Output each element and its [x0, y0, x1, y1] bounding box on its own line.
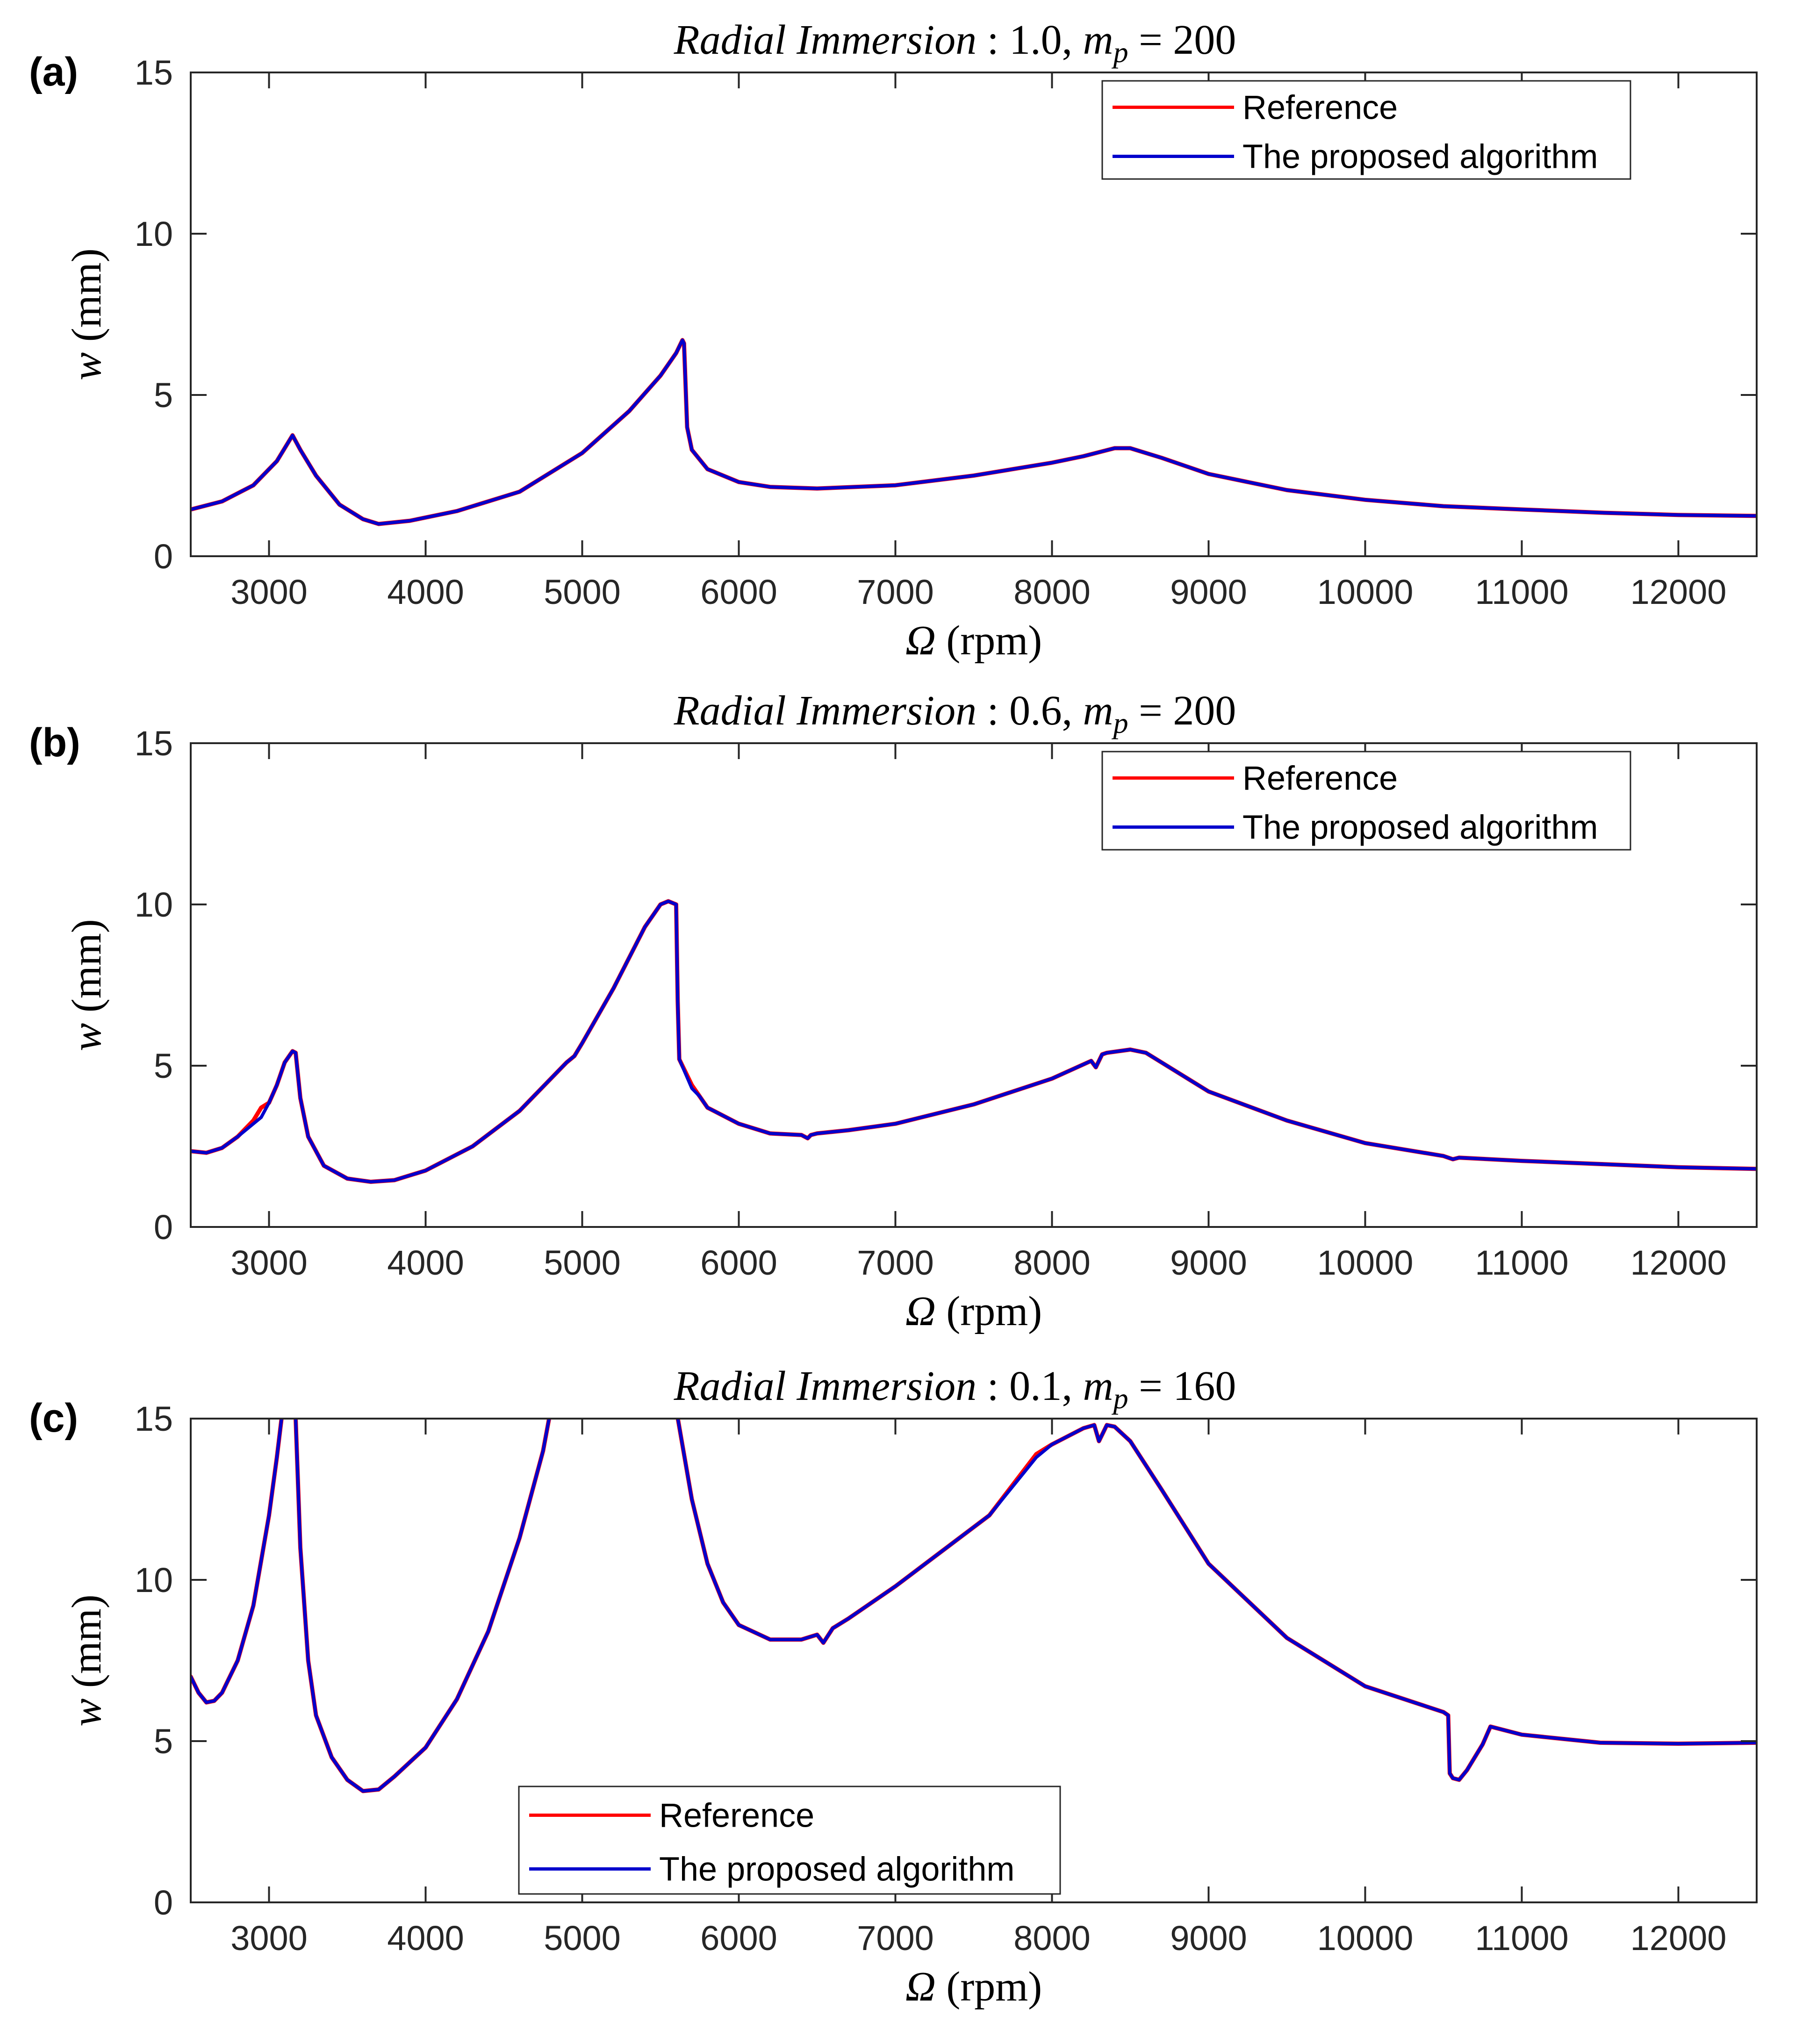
series-line-proposed: [191, 1419, 1757, 1793]
x-axis-label: Ω (rpm): [905, 1288, 1042, 1334]
chart-panel-1: 3000 4000 5000 6000 7000 8000 9000 10000 11000 12…: [29, 17, 1758, 664]
x-tick-label: 11000: [1475, 1243, 1568, 1282]
x-tick-label: 3000: [230, 573, 308, 611]
series-line-reference: [191, 338, 1757, 526]
series-line-reference: [191, 899, 1757, 1184]
legend-label: The proposed algorithm: [1242, 138, 1598, 176]
y-tick-label: 15: [135, 53, 173, 92]
panel-label: (a): [29, 50, 78, 94]
x-tick-label: 11000: [1475, 1919, 1568, 1958]
chart-title: Radial Immersion : 1.0, mp = 200: [674, 17, 1236, 69]
x-tick-label: 5000: [544, 1919, 621, 1958]
panel-label: (c): [29, 1396, 78, 1441]
y-tick-label: 10: [135, 215, 173, 253]
x-tick-label: 12000: [1630, 573, 1727, 611]
x-tick-label: 9000: [1170, 1919, 1247, 1958]
x-tick-label: 10000: [1317, 573, 1414, 611]
panel-label: (b): [29, 720, 80, 765]
x-tick-label: 3000: [230, 1243, 308, 1282]
x-tick-label: 10000: [1317, 1243, 1414, 1282]
y-tick-label: 5: [154, 376, 173, 415]
legend-box: [1101, 751, 1631, 851]
legend-label: The proposed algorithm: [659, 1851, 1014, 1888]
x-axis-label: Ω (rpm): [905, 617, 1042, 664]
y-tick-label: 5: [154, 1047, 173, 1085]
x-tick-label: 4000: [387, 573, 464, 611]
x-tick-label: 3000: [230, 1919, 308, 1958]
x-tick-label: 5000: [544, 1243, 621, 1282]
chart-title: Radial Immersion : 0.1, mp = 160: [674, 1363, 1236, 1415]
x-tick-label: 12000: [1630, 1919, 1727, 1958]
x-tick-label: 8000: [1013, 1243, 1091, 1282]
x-tick-label: 6000: [700, 1919, 777, 1958]
y-tick-label: 15: [135, 724, 173, 763]
series-line-proposed: [191, 338, 1757, 526]
x-tick-label: 4000: [387, 1243, 464, 1282]
y-tick-label: 15: [135, 1399, 173, 1438]
x-tick-label: 7000: [857, 1243, 934, 1282]
legend-label: The proposed algorithm: [1242, 809, 1598, 846]
x-tick-label: 7000: [857, 573, 934, 611]
y-tick-label: 0: [154, 1883, 173, 1922]
x-tick-label: 8000: [1013, 573, 1091, 611]
x-tick-label: 11000: [1475, 573, 1568, 611]
y-tick-label: 10: [135, 885, 173, 924]
chart-panel-3: 3000 4000 5000 6000 7000 8000 9000 10000 11000 12…: [29, 1363, 1758, 2010]
y-axis-label: w (mm): [64, 248, 110, 380]
y-axis-label: w (mm): [64, 919, 110, 1051]
legend: Reference The proposed algorithm: [518, 1786, 1061, 1895]
axes-frame: [190, 72, 1758, 557]
x-tick-label: 9000: [1170, 1243, 1247, 1282]
y-tick-label: 5: [154, 1722, 173, 1761]
x-tick-label: 4000: [387, 1919, 464, 1958]
legend-label: Reference: [659, 1797, 814, 1835]
axes-frame: [190, 742, 1758, 1228]
y-tick-label: 0: [154, 537, 173, 576]
legend: Reference The proposed algorithm: [1101, 751, 1631, 851]
x-tick-label: 10000: [1317, 1919, 1414, 1958]
x-tick-label: 7000: [857, 1919, 934, 1958]
series-line-proposed: [191, 899, 1757, 1183]
x-axis-label: Ω (rpm): [905, 1964, 1042, 2010]
legend-box: [518, 1786, 1061, 1895]
axes-frame: [190, 1418, 1758, 1903]
chart-panel-2: 3000 4000 5000 6000 7000 8000 9000 10000 11000 12…: [29, 688, 1758, 1334]
x-tick-label: 5000: [544, 573, 621, 611]
x-tick-label: 6000: [700, 573, 777, 611]
legend-box: [1101, 80, 1631, 180]
y-tick-label: 10: [135, 1561, 173, 1599]
x-tick-label: 8000: [1013, 1919, 1091, 1958]
chart-title: Radial Immersion : 0.6, mp = 200: [674, 688, 1236, 739]
x-tick-label: 6000: [700, 1243, 777, 1282]
legend-label: Reference: [1242, 89, 1398, 127]
legend: Reference The proposed algorithm: [1101, 80, 1631, 180]
x-tick-label: 9000: [1170, 573, 1247, 611]
legend-label: Reference: [1242, 760, 1398, 797]
y-tick-label: 0: [154, 1208, 173, 1247]
y-axis-label: w (mm): [64, 1594, 110, 1726]
x-tick-label: 12000: [1630, 1243, 1727, 1282]
